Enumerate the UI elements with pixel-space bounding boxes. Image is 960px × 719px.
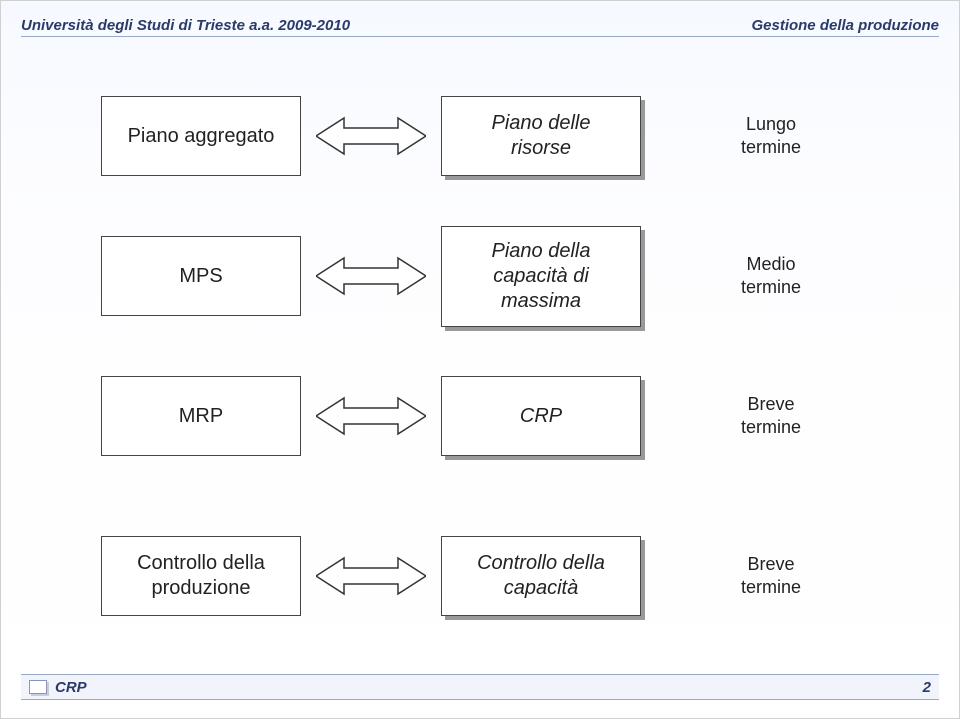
diagram-row-4: Controllo dellaproduzione Controllo dell… [1, 521, 960, 631]
term-line2: termine [741, 277, 801, 297]
term-line1: Breve [747, 394, 794, 414]
double-arrow-icon [316, 114, 426, 158]
box-crp: CRP [441, 376, 641, 456]
box-capacita-massima: Piano dellacapacità dimassima [441, 226, 641, 327]
box-label: Piano dellacapacità dimassima [492, 239, 591, 314]
diagram-row-1: Piano aggregato Piano dellerisorse Lungo… [1, 81, 960, 191]
header-right: Gestione della produzione [751, 17, 939, 34]
box-label: Piano dellerisorse [492, 111, 591, 161]
footer-title: CRP [55, 679, 87, 696]
box-mps: MPS [101, 236, 301, 316]
term-line2: termine [741, 137, 801, 157]
box-label: MPS [179, 264, 222, 289]
term-line1: Lungo [746, 114, 796, 134]
term-label: Breve termine [741, 393, 801, 440]
box-controllo-capacita: Controllo dellacapacità [441, 536, 641, 616]
diagram-row-2: MPS Piano dellacapacità dimassima Medio … [1, 221, 960, 331]
double-arrow-icon [316, 554, 426, 598]
box-mrp: MRP [101, 376, 301, 456]
box-label: CRP [520, 404, 562, 429]
box-label: Piano aggregato [128, 124, 275, 149]
footer: CRP 2 [21, 674, 939, 700]
header: Università degli Studi di Trieste a.a. 2… [21, 9, 939, 37]
double-arrow-icon [316, 254, 426, 298]
diagram-row-3: MRP CRP Breve termine [1, 361, 960, 471]
box-label: Controllo dellacapacità [477, 551, 605, 601]
term-label: Medio termine [741, 253, 801, 300]
box-piano-risorse: Piano dellerisorse [441, 96, 641, 176]
term-line2: termine [741, 577, 801, 597]
term-label: Breve termine [741, 553, 801, 600]
box-piano-aggregato: Piano aggregato [101, 96, 301, 176]
footer-logo-icon [29, 680, 47, 694]
box-controllo-produzione: Controllo dellaproduzione [101, 536, 301, 616]
box-label: MRP [179, 404, 223, 429]
term-line1: Medio [746, 254, 795, 274]
double-arrow-icon [316, 394, 426, 438]
footer-left: CRP [29, 679, 87, 696]
slide: Università degli Studi di Trieste a.a. 2… [0, 0, 960, 719]
box-label: Controllo dellaproduzione [137, 551, 265, 601]
term-line1: Breve [747, 554, 794, 574]
term-line2: termine [741, 417, 801, 437]
header-left: Università degli Studi di Trieste a.a. 2… [21, 17, 350, 34]
footer-page-number: 2 [923, 679, 931, 696]
term-label: Lungo termine [741, 113, 801, 160]
